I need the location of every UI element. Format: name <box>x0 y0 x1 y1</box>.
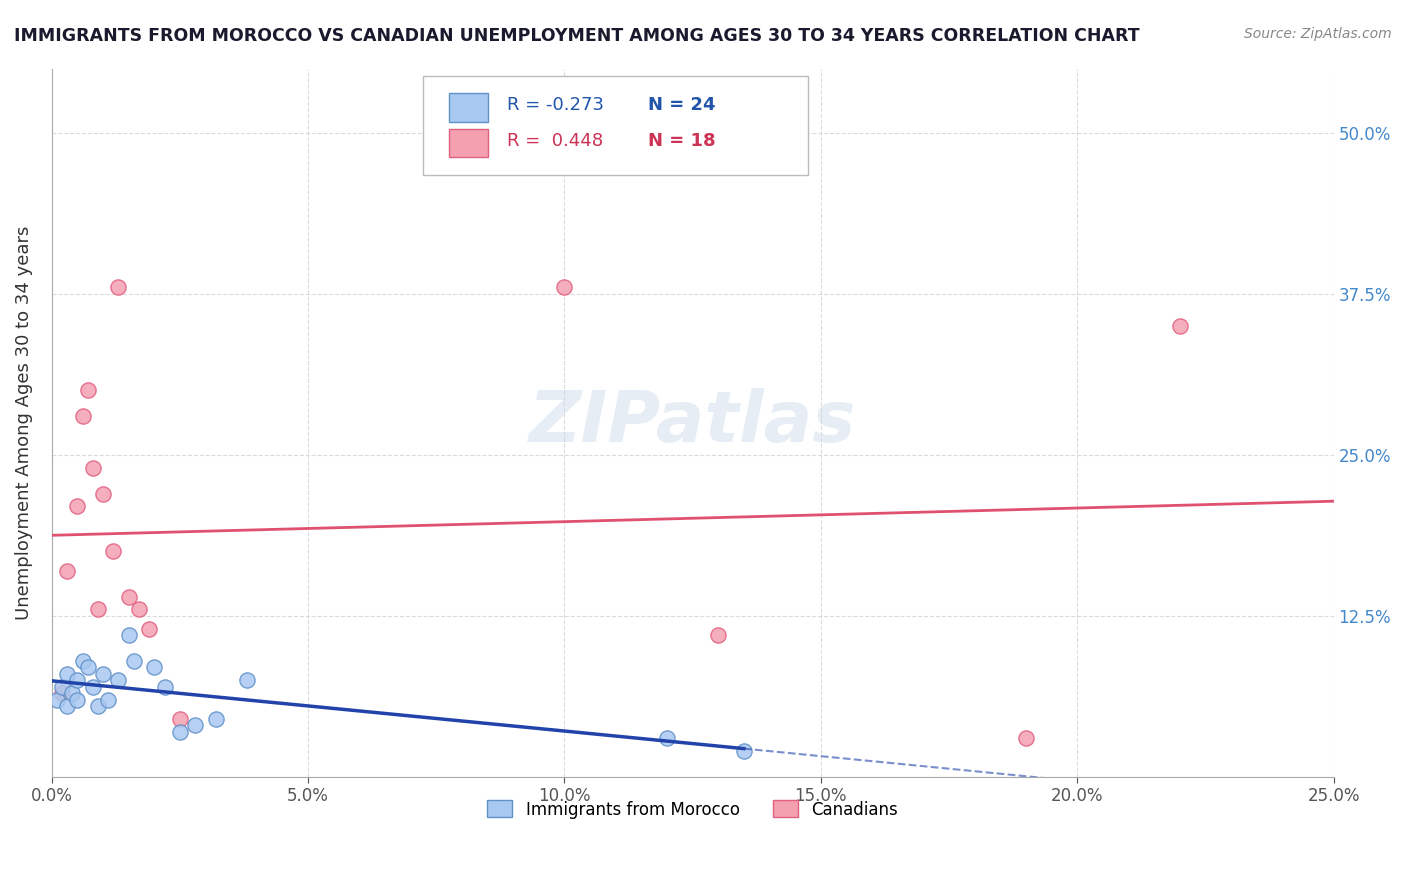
Point <box>204 712 226 726</box>
Point <box>153 680 176 694</box>
Text: N = 24: N = 24 <box>648 96 716 114</box>
Point <box>1015 731 1038 746</box>
Point <box>56 699 79 714</box>
Point <box>45 692 67 706</box>
Text: R = -0.273: R = -0.273 <box>506 96 603 114</box>
Point <box>138 622 160 636</box>
Text: R =  0.448: R = 0.448 <box>506 132 603 150</box>
Y-axis label: Unemployment Among Ages 30 to 34 years: Unemployment Among Ages 30 to 34 years <box>15 226 32 620</box>
Point <box>87 602 110 616</box>
Point <box>87 699 110 714</box>
Text: ZIPatlas: ZIPatlas <box>529 388 856 458</box>
Point <box>184 718 207 732</box>
Point <box>107 673 129 688</box>
Point <box>169 712 191 726</box>
Point <box>122 654 145 668</box>
Point <box>655 731 678 746</box>
Point <box>72 409 94 424</box>
FancyBboxPatch shape <box>423 76 808 175</box>
Point <box>51 686 73 700</box>
Point <box>56 564 79 578</box>
Point <box>235 673 257 688</box>
Text: Source: ZipAtlas.com: Source: ZipAtlas.com <box>1244 27 1392 41</box>
Point <box>707 628 730 642</box>
Point <box>169 724 191 739</box>
Text: N = 18: N = 18 <box>648 132 716 150</box>
Point <box>72 654 94 668</box>
Text: IMMIGRANTS FROM MOROCCO VS CANADIAN UNEMPLOYMENT AMONG AGES 30 TO 34 YEARS CORRE: IMMIGRANTS FROM MOROCCO VS CANADIAN UNEM… <box>14 27 1140 45</box>
Point <box>91 666 114 681</box>
Point <box>143 660 166 674</box>
Point <box>118 590 141 604</box>
Bar <box>449 128 488 157</box>
Point <box>553 280 575 294</box>
Point <box>66 673 89 688</box>
Point <box>118 628 141 642</box>
Point <box>107 280 129 294</box>
Point <box>76 384 98 398</box>
Point <box>82 460 104 475</box>
Point <box>91 486 114 500</box>
Point <box>66 692 89 706</box>
Point <box>103 544 125 558</box>
Point <box>82 680 104 694</box>
Point <box>66 500 89 514</box>
Point <box>97 692 120 706</box>
Point <box>128 602 150 616</box>
Point <box>56 666 79 681</box>
Point <box>76 660 98 674</box>
Bar <box>449 94 488 121</box>
Legend: Immigrants from Morocco, Canadians: Immigrants from Morocco, Canadians <box>481 794 904 825</box>
Point <box>51 680 73 694</box>
Point <box>60 686 83 700</box>
Point <box>733 744 755 758</box>
Point <box>1168 319 1191 334</box>
